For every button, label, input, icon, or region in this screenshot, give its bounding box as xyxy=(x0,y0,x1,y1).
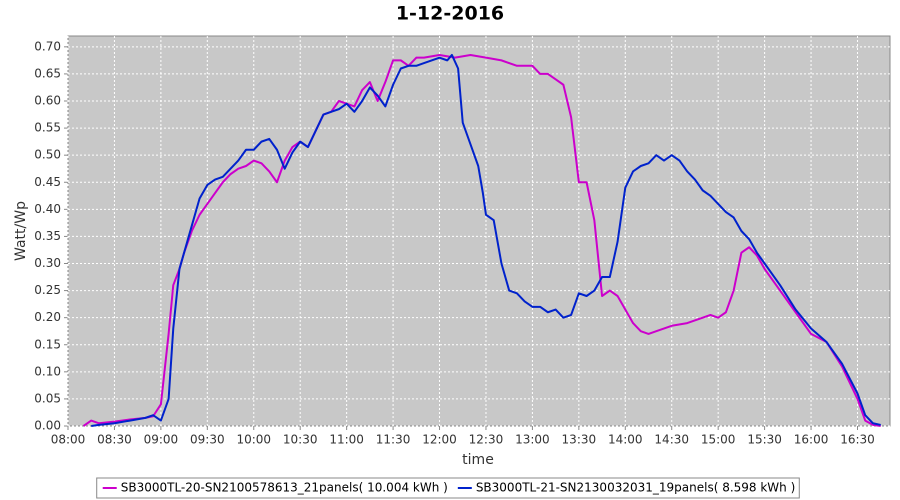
x-tick-label: 10:00 xyxy=(236,433,271,447)
legend-label: SB3000TL-20-SN2100578613_21panels( 10.00… xyxy=(121,481,448,495)
legend-label: SB3000TL-21-SN2130032031_19panels( 8.598… xyxy=(476,481,795,495)
x-tick-label: 09:30 xyxy=(190,433,225,447)
y-tick-label: 0.10 xyxy=(34,364,61,378)
x-tick-label: 15:00 xyxy=(701,433,736,447)
y-tick-label: 0.15 xyxy=(34,337,61,351)
y-tick-label: 0.40 xyxy=(34,202,61,216)
x-tick-label: 09:00 xyxy=(144,433,179,447)
x-tick-label: 16:00 xyxy=(794,433,829,447)
x-tick-label: 12:00 xyxy=(422,433,457,447)
y-tick-label: 0.35 xyxy=(34,229,61,243)
x-tick-label: 11:30 xyxy=(376,433,411,447)
x-tick-label: 11:00 xyxy=(329,433,364,447)
y-tick-label: 0.20 xyxy=(34,310,61,324)
y-tick-label: 0.25 xyxy=(34,283,61,297)
y-tick-label: 0.55 xyxy=(34,121,61,135)
y-tick-label: 0.60 xyxy=(34,94,61,108)
y-tick-label: 0.30 xyxy=(34,256,61,270)
x-tick-label: 15:30 xyxy=(747,433,782,447)
x-tick-label: 08:00 xyxy=(51,433,86,447)
y-tick-label: 0.00 xyxy=(34,419,61,433)
series-line xyxy=(91,53,881,427)
y-tick-label: 0.45 xyxy=(34,175,61,189)
y-tick-label: 0.05 xyxy=(34,391,61,405)
x-tick-label: 12:30 xyxy=(469,433,504,447)
legend-box xyxy=(96,477,800,499)
y-tick-label: 0.65 xyxy=(34,66,61,80)
x-tick-label: 08:30 xyxy=(97,433,132,447)
x-tick-label: 10:30 xyxy=(283,433,318,447)
x-tick-label: 14:30 xyxy=(654,433,689,447)
series-line xyxy=(82,53,881,427)
x-tick-label: 16:30 xyxy=(840,433,875,447)
chart-title: 1-12-2016 xyxy=(396,3,504,25)
x-axis-label: time xyxy=(462,452,494,468)
x-tick-label: 13:00 xyxy=(515,433,550,447)
y-tick-label: 0.50 xyxy=(34,148,61,162)
x-tick-label: 13:30 xyxy=(562,433,597,447)
y-tick-label: 0.70 xyxy=(34,39,61,53)
x-tick-label: 14:00 xyxy=(608,433,643,447)
y-axis-label: Watt/Wp xyxy=(13,201,29,261)
